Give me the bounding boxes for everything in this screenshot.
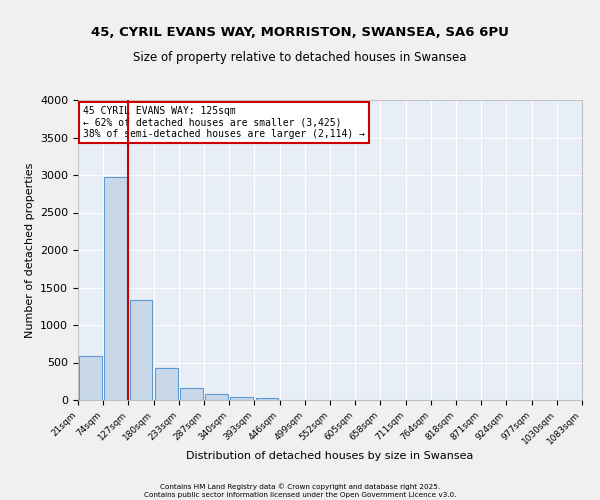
Bar bbox=[256, 398, 278, 400]
Bar bbox=[155, 368, 178, 400]
Text: Size of property relative to detached houses in Swansea: Size of property relative to detached ho… bbox=[133, 51, 467, 64]
Text: 45 CYRIL EVANS WAY: 125sqm
← 62% of detached houses are smaller (3,425)
38% of s: 45 CYRIL EVANS WAY: 125sqm ← 62% of deta… bbox=[83, 106, 365, 139]
Bar bbox=[180, 388, 203, 400]
Bar bbox=[230, 397, 253, 400]
Text: 45, CYRIL EVANS WAY, MORRISTON, SWANSEA, SA6 6PU: 45, CYRIL EVANS WAY, MORRISTON, SWANSEA,… bbox=[91, 26, 509, 39]
Bar bbox=[130, 300, 152, 400]
Bar bbox=[205, 394, 228, 400]
Y-axis label: Number of detached properties: Number of detached properties bbox=[25, 162, 35, 338]
Bar bbox=[79, 356, 102, 400]
Text: Contains HM Land Registry data © Crown copyright and database right 2025.
Contai: Contains HM Land Registry data © Crown c… bbox=[144, 484, 456, 498]
Bar bbox=[104, 178, 127, 400]
X-axis label: Distribution of detached houses by size in Swansea: Distribution of detached houses by size … bbox=[187, 452, 473, 462]
